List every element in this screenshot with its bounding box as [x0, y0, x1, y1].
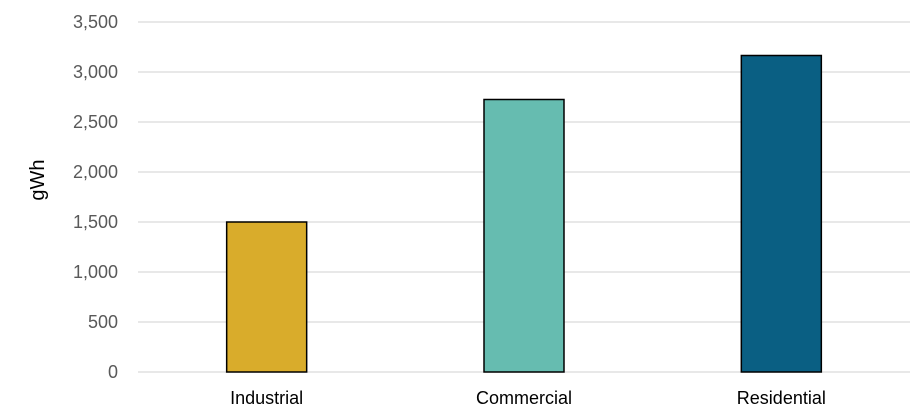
y-tick-label: 2,500: [73, 112, 118, 132]
x-axis-categories: Industrial Commercial Residential: [230, 388, 826, 408]
y-tick-label: 3,500: [73, 12, 118, 32]
y-axis-title: gWh: [27, 159, 49, 200]
x-category-label: Industrial: [230, 388, 303, 408]
y-axis-ticks: 0 500 1,000 1,500 2,000 2,500 3,000 3,500: [73, 12, 118, 382]
x-category-label: Commercial: [476, 388, 572, 408]
y-tick-label: 1,500: [73, 212, 118, 232]
y-tick-label: 500: [88, 312, 118, 332]
y-tick-label: 0: [108, 362, 118, 382]
y-tick-label: 2,000: [73, 162, 118, 182]
bar-commercial: [483, 98, 565, 373]
x-category-label: Residential: [737, 388, 826, 408]
y-tick-label: 3,000: [73, 62, 118, 82]
bars: [225, 54, 823, 373]
y-tick-label: 1,000: [73, 262, 118, 282]
bar-industrial: [225, 221, 308, 373]
bar-residential: [740, 54, 823, 373]
